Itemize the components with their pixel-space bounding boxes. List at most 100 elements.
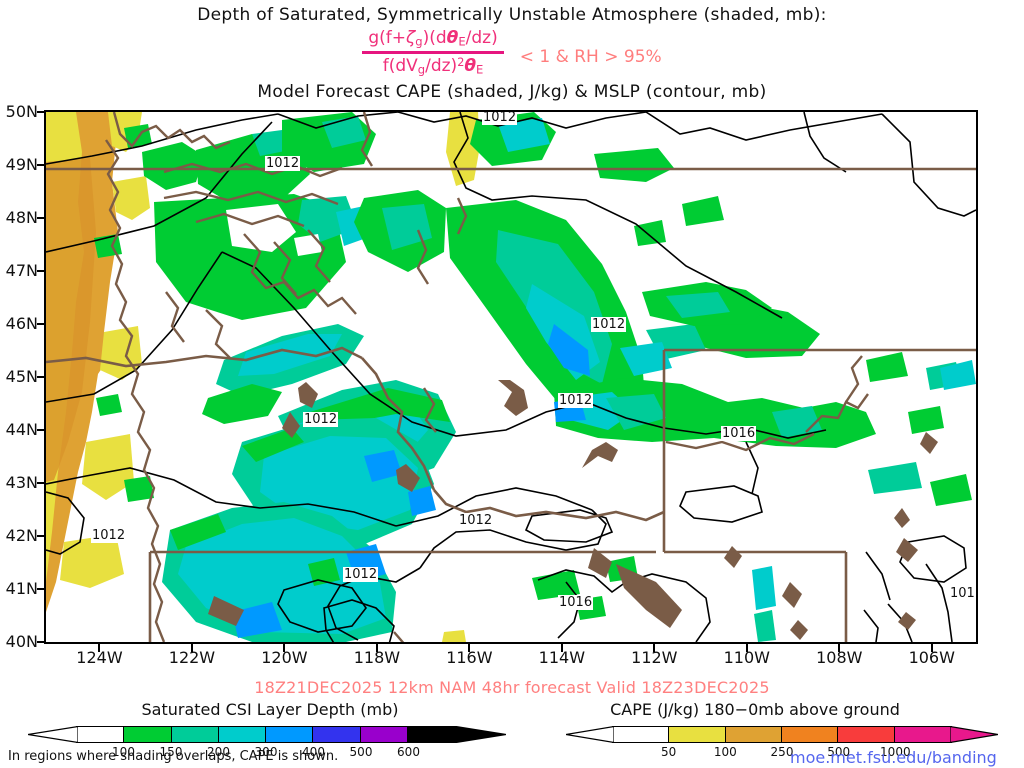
colorbar-segment bbox=[77, 727, 125, 742]
lat-tick bbox=[37, 217, 45, 219]
lat-tick bbox=[37, 111, 45, 113]
lon-tick bbox=[745, 644, 748, 652]
colorbar-segment bbox=[669, 727, 726, 742]
lat-label: 41N bbox=[5, 579, 38, 598]
lon-label: 122W bbox=[168, 648, 216, 667]
colorbar-tick-label: 250 bbox=[770, 745, 794, 759]
mslp-contour-label: 1012 bbox=[458, 513, 494, 528]
lon-label: 120W bbox=[261, 648, 308, 667]
lon-tick bbox=[190, 644, 193, 652]
csi-colorbar-title: Saturated CSI Layer Depth (mb) bbox=[141, 700, 399, 719]
cape-colorbar-right-arrow bbox=[950, 726, 998, 743]
lon-tick bbox=[283, 644, 286, 652]
mslp-contour-label: 1012 bbox=[482, 110, 518, 125]
formula-condition: < 1 & RH > 95% bbox=[519, 47, 662, 67]
mslp-contour-label: 1016 bbox=[721, 426, 757, 441]
lat-label: 46N bbox=[5, 314, 38, 333]
colorbar-segment bbox=[218, 727, 266, 742]
colorbar-segment bbox=[266, 727, 314, 742]
forecast-valid-line: 18Z21DEC2025 12km NAM 48hr forecast Vali… bbox=[254, 678, 770, 697]
lat-label: 42N bbox=[5, 526, 38, 545]
cape-colorbar-title: CAPE (J/kg) 180−0mb above ground bbox=[610, 700, 900, 719]
colorbar-segment bbox=[407, 727, 455, 742]
colorbar-segment bbox=[360, 727, 408, 742]
formula-denominator: f(dVg/dz)2θE bbox=[382, 55, 484, 77]
lon-label: 118W bbox=[353, 648, 401, 667]
lat-tick bbox=[37, 164, 45, 166]
colorbar-tick-label: 100 bbox=[713, 745, 737, 759]
colorbar-tick-label: 50 bbox=[661, 745, 677, 759]
lat-tick bbox=[37, 641, 45, 643]
formula-numerator: g(f+ζg)(dθE/dz) bbox=[368, 28, 498, 49]
colorbar-tick-label: 500 bbox=[349, 745, 373, 759]
lon-tick bbox=[375, 644, 378, 652]
colorbar-tick-label: 1000 bbox=[880, 745, 911, 759]
coastline-layer bbox=[105, 112, 938, 642]
forecast-map[interactable]: 1012 1012 1012 1012 1012 1012 1012 1012 1016 1016… bbox=[44, 110, 978, 644]
lon-label: 124W bbox=[76, 648, 123, 667]
lon-label: 106W bbox=[908, 648, 955, 667]
overlap-note: In regions where shading overlaps, CAPE … bbox=[8, 749, 339, 764]
colorbar-tick-label: 200 bbox=[207, 745, 230, 759]
lat-tick bbox=[37, 482, 45, 484]
mslp-contour-label: 1012 bbox=[591, 317, 627, 332]
colorbar-segment bbox=[171, 727, 219, 742]
lon-tick bbox=[468, 644, 471, 652]
colorbar-segment bbox=[838, 727, 895, 742]
csi-colorbar bbox=[76, 726, 456, 743]
mslp-contour-label: 101 bbox=[949, 586, 976, 601]
fraction-bar bbox=[362, 50, 504, 54]
colorbar-tick-label: 500 bbox=[827, 745, 851, 759]
colorbar-tick-label: 150 bbox=[159, 745, 183, 759]
colorbar-segment bbox=[894, 727, 951, 742]
lon-tick bbox=[838, 644, 841, 652]
colorbar-tick-label: 300 bbox=[254, 745, 278, 759]
lon-label: 116W bbox=[446, 648, 493, 667]
mslp-contour-label: 1012 bbox=[265, 156, 301, 171]
formula-fraction: g(f+ζg)(dθE/dz) f(dVg/dz)2θE bbox=[362, 28, 504, 77]
lon-tick bbox=[930, 644, 933, 652]
cape-colorbar-left-arrow bbox=[566, 726, 614, 743]
colorbar-segment bbox=[613, 727, 670, 742]
lat-tick bbox=[37, 323, 45, 325]
map-canvas bbox=[46, 112, 976, 642]
criterion-formula: g(f+ζg)(dθE/dz) f(dVg/dz)2θE < 1 & RH > … bbox=[0, 26, 1024, 80]
csi-shading-layer bbox=[94, 112, 976, 642]
lat-tick bbox=[37, 376, 45, 378]
page-title: Depth of Saturated, Symmetrically Unstab… bbox=[197, 5, 827, 25]
colorbar-tick-label: 100 bbox=[112, 745, 135, 759]
lat-tick bbox=[37, 270, 45, 272]
lon-label: 108W bbox=[816, 648, 863, 667]
csi-colorbar-left-arrow bbox=[28, 726, 78, 743]
lon-label: 114W bbox=[538, 648, 586, 667]
title-block: Depth of Saturated, Symmetrically Unstab… bbox=[0, 0, 1024, 102]
lon-label: 112W bbox=[631, 648, 678, 667]
colorbar-tick-label: 600 bbox=[397, 745, 420, 759]
mslp-contour-label: 1012 bbox=[343, 567, 379, 582]
colorbar-tick-label: 400 bbox=[302, 745, 325, 759]
lat-label: 43N bbox=[5, 473, 38, 492]
mslp-contour-label: 1012 bbox=[303, 412, 339, 427]
lat-label: 49N bbox=[5, 155, 38, 174]
credit-link[interactable]: moe.met.fsu.edu/banding bbox=[790, 748, 997, 767]
lat-tick bbox=[37, 429, 45, 431]
lat-label: 45N bbox=[5, 367, 38, 386]
lat-tick bbox=[37, 588, 45, 590]
lat-label: 40N bbox=[5, 632, 38, 651]
lat-tick bbox=[37, 535, 45, 537]
lon-tick bbox=[560, 644, 563, 652]
lon-label: 110W bbox=[723, 648, 770, 667]
colorbar-segment bbox=[313, 727, 361, 742]
colorbar-segment bbox=[124, 727, 172, 742]
page-subtitle: Model Forecast CAPE (shaded, J/kg) & MSL… bbox=[257, 82, 767, 102]
lat-label: 47N bbox=[5, 261, 38, 280]
cape-colorbar bbox=[612, 726, 952, 743]
colorbar-segment bbox=[781, 727, 839, 742]
mslp-contour-label: 1012 bbox=[91, 528, 127, 543]
political-borders-layer bbox=[46, 167, 976, 642]
lon-tick bbox=[98, 644, 101, 652]
mslp-contour-label: 1016 bbox=[558, 595, 594, 610]
csi-colorbar-right-arrow bbox=[456, 726, 506, 743]
lat-label: 44N bbox=[5, 420, 38, 439]
lon-tick bbox=[653, 644, 656, 652]
